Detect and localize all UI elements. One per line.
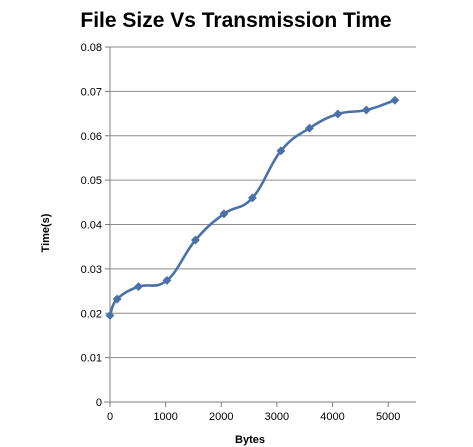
- x-tick-label: 0: [107, 411, 113, 423]
- y-axis-label: Time(s): [40, 213, 52, 252]
- data-point-marker: [219, 209, 229, 219]
- data-point-marker: [190, 235, 201, 245]
- y-tick-label: 0.04: [81, 220, 102, 232]
- chart-title: File Size Vs Transmission Time: [80, 9, 391, 32]
- data-point-marker: [105, 310, 115, 321]
- x-tick-label: 1000: [153, 411, 177, 423]
- data-point-marker: [133, 282, 144, 292]
- x-tick-label: 3000: [265, 411, 289, 423]
- data-point-marker: [390, 95, 400, 105]
- y-axis-ticks: 0 0.01 0.02 0.03 0.04 0.05 0.06 0.07 0.08: [81, 42, 110, 409]
- y-tick-label: 0.03: [81, 264, 102, 276]
- x-axis-label: Bytes: [235, 434, 265, 446]
- series-line: [108, 99, 396, 316]
- gridlines: [110, 46, 416, 359]
- x-tick-label: 2000: [209, 411, 233, 423]
- data-point-marker: [162, 275, 172, 285]
- data-point-marker: [304, 123, 314, 133]
- series-group: [105, 95, 400, 321]
- y-tick-label: 0.05: [81, 175, 102, 187]
- data-point-marker: [333, 109, 343, 119]
- y-tick-label: 0.01: [81, 353, 102, 365]
- x-axis-ticks: 0 1000 2000 3000 4000 5000: [107, 402, 400, 423]
- y-tick-label: 0.02: [81, 308, 102, 320]
- data-point-marker: [361, 105, 371, 115]
- y-tick-label: 0.07: [81, 86, 102, 98]
- data-point-marker: [276, 146, 286, 156]
- y-tick-label: 0.06: [81, 131, 102, 143]
- data-point-marker: [247, 193, 257, 203]
- y-tick-label: 0.08: [81, 42, 102, 54]
- data-point-marker: [112, 294, 122, 304]
- x-tick-label: 4000: [320, 411, 344, 423]
- x-tick-label: 5000: [376, 411, 400, 423]
- y-tick-label: 0: [96, 397, 102, 409]
